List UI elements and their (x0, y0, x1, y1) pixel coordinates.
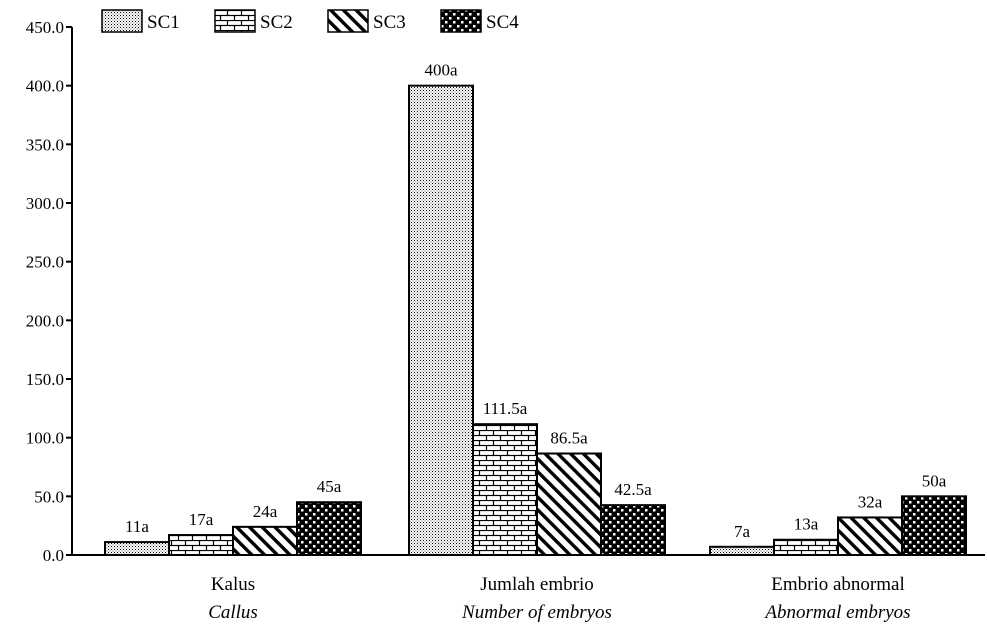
category-sublabel: Callus (208, 602, 258, 623)
legend-swatch-sc2 (214, 9, 256, 33)
bar-sc1-2 (408, 84, 474, 557)
bar-sc3-3 (837, 516, 903, 556)
bar-sc2-1 (168, 534, 234, 557)
y-tick-label: 300.0 (26, 194, 64, 213)
category-label: Jumlah embrio (480, 574, 593, 595)
data-label: 86.5a (550, 429, 588, 448)
data-label: 17a (189, 510, 214, 529)
category-labels: Kalus Callus Jumlah embrio Number of embryo… (208, 574, 910, 623)
legend-label: SC4 (486, 12, 519, 33)
data-label: 13a (794, 515, 819, 534)
bar-sc3-2 (536, 452, 602, 556)
legend-swatch-sc1 (101, 9, 143, 33)
category-sublabel: Abnormal embryos (763, 602, 910, 623)
y-tick-label: 150.0 (26, 370, 64, 389)
data-label: 11a (125, 517, 149, 536)
data-label: 32a (858, 492, 883, 511)
bar-sc4-1 (296, 501, 362, 557)
y-tick-label: 350.0 (26, 135, 64, 154)
y-tick-label: 200.0 (26, 311, 64, 330)
bar-sc4-2 (600, 504, 666, 556)
y-tick-label: 400.0 (26, 77, 64, 96)
y-tick-label: 0.0 (43, 546, 64, 565)
legend-label: SC2 (260, 12, 293, 33)
data-label: 111.5a (483, 399, 528, 418)
legend-label: SC3 (373, 12, 406, 33)
bars (104, 84, 967, 557)
y-tick-label: 100.0 (26, 429, 64, 448)
y-tick-label: 250.0 (26, 253, 64, 272)
data-label: 7a (734, 522, 751, 541)
y-tick-label: 450.0 (26, 18, 64, 37)
bar-sc4-3 (901, 495, 967, 557)
data-labels: 11a 17a 24a 45a 400a 111.5a 86.5a 42.5a 7a 13a 32a… (125, 61, 947, 541)
data-label: 50a (922, 471, 947, 490)
data-label: 42.5a (614, 480, 652, 499)
legend: SC1 SC2 SC3 SC4 (101, 9, 519, 33)
legend-swatch-sc3 (327, 9, 369, 33)
data-label: 400a (424, 61, 458, 80)
y-axis: 0.0 50.0 100.0 150.0 200.0 250.0 300.0 350.0 400… (26, 18, 73, 565)
category-sublabel: Number of embryos (461, 602, 612, 623)
y-tick-label: 50.0 (34, 487, 64, 506)
category-label: Embrio abnormal (771, 574, 905, 595)
data-label: 24a (253, 502, 278, 521)
legend-swatch-sc4 (440, 9, 482, 33)
bar-sc2-2 (472, 423, 538, 556)
bar-sc2-3 (773, 538, 839, 556)
bar-sc3-1 (232, 525, 298, 557)
bar-sc1-1 (104, 541, 170, 556)
category-label: Kalus (211, 574, 255, 595)
bar-sc1-3 (709, 545, 775, 557)
legend-label: SC1 (147, 12, 180, 33)
data-label: 45a (317, 477, 342, 496)
